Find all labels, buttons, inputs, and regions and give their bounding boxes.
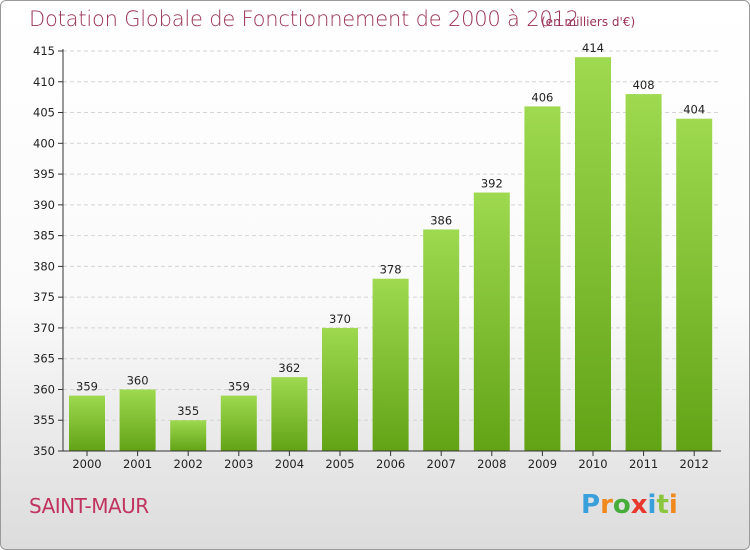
x-tick-label: 2003 [224,457,253,471]
x-tick-label: 2000 [72,457,101,471]
bar-2007 [423,229,460,451]
logo-letter: x [630,490,648,520]
y-tick-label: 370 [33,321,55,335]
data-label-2008: 392 [481,177,503,191]
data-label-2004: 362 [278,361,300,375]
logo-letter: o [612,490,631,520]
bar-2003 [220,395,257,451]
bar-2009 [524,106,561,451]
y-tick-label: 380 [33,259,55,273]
y-tick-label: 405 [33,106,55,120]
y-tick-label: 375 [33,290,55,304]
data-label-2003: 359 [228,380,250,394]
x-tick-label: 2004 [275,457,304,471]
x-tick-label: 2006 [376,457,405,471]
data-label-2001: 360 [127,373,149,387]
y-tick-label: 415 [33,44,55,58]
logo-letter: r [600,490,613,520]
y-tick-label: 350 [33,444,55,458]
y-tick-label: 360 [33,382,55,396]
data-label-2012: 404 [683,103,705,117]
y-tick-label: 385 [33,229,55,243]
data-label-2010: 414 [582,41,604,55]
x-tick-label: 2005 [325,457,354,471]
data-label-2000: 359 [76,380,98,394]
bar-2004 [271,377,308,451]
data-label-2006: 378 [380,263,402,277]
axes: 350 355 360 365 370 375 380 385 390 395 400 405 410 4… [33,44,721,471]
data-labels: 359 360 355 359 362 370 378 386 392 406 414 408 404 [76,41,705,418]
data-label-2011: 408 [633,78,655,92]
commune-name: SAINT-MAUR [29,494,149,518]
bar-2006 [372,278,409,451]
x-tick-label: 2008 [477,457,506,471]
logo-letter: t [656,490,669,520]
bars [69,57,713,452]
bar-2001 [119,389,156,451]
data-label-2005: 370 [329,312,351,326]
y-tick-label: 355 [33,413,55,427]
bar-2011 [625,94,662,452]
bar-2010 [575,57,611,452]
x-tick-label: 2002 [174,457,203,471]
x-tick-label: 2012 [680,457,709,471]
x-tick-label: 2001 [123,457,152,471]
logo-letter: P [581,490,601,520]
chart-unit-subtitle: (en milliers d'€) [541,15,636,29]
bar-2008 [473,192,510,452]
bar-2002 [170,420,207,451]
data-label-2007: 386 [430,213,452,227]
bar-2005 [322,327,358,451]
x-tick-label: 2010 [578,457,607,471]
proxiti-logo: Proxiti [581,490,678,520]
bar-2012 [676,118,713,451]
x-tick-label: 2009 [528,457,557,471]
y-tick-label: 365 [33,352,55,366]
x-tick-label: 2007 [427,457,456,471]
data-label-2009: 406 [531,90,553,104]
data-label-2002: 355 [177,404,199,418]
y-tick-label: 395 [33,167,55,181]
logo-letter: i [647,490,657,520]
chart-title: Dotation Globale de Fonctionnement de 20… [29,7,579,31]
bar-2000 [69,395,105,451]
y-tick-label: 410 [33,75,55,89]
y-tick-label: 390 [33,198,55,212]
y-tick-label: 400 [33,136,55,150]
logo-letter: i [668,490,678,520]
x-tick-label: 2011 [629,457,658,471]
